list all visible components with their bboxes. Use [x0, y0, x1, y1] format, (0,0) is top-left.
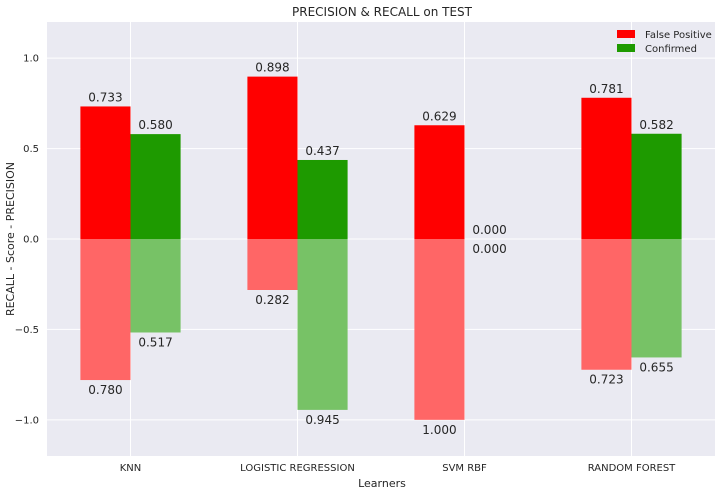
data-label-recall: 0.282: [255, 293, 289, 307]
y-tick-label: −1.0: [15, 415, 39, 426]
data-label-precision: 0.898: [255, 61, 289, 75]
data-label-recall: 0.945: [305, 413, 339, 427]
legend-swatch: [617, 44, 635, 52]
data-label-precision: 0.733: [88, 90, 122, 104]
x-tick-label: LOGISTIC REGRESSION: [240, 463, 355, 474]
legend-swatch: [617, 30, 635, 38]
data-labels: 0.733 0.780 0.898 0.282 0.629 1.000 0.781 0.723…: [88, 61, 673, 437]
y-tick-label: 0.0: [23, 235, 39, 246]
bar-recall: [297, 239, 348, 410]
bar-recall: [581, 239, 632, 370]
data-label-recall: 1.000: [422, 423, 456, 437]
x-axis-ticks: KNN LOGISTIC REGRESSION SVM RBF RANDOM FORE…: [120, 463, 676, 474]
bar-recall: [130, 239, 181, 333]
y-tick-label: 0.5: [23, 144, 39, 155]
data-label-recall: 0.517: [138, 335, 172, 349]
x-axis-label: Learners: [358, 477, 406, 490]
legend-entry: False Positive: [645, 30, 712, 41]
data-label-precision: 0.580: [138, 118, 172, 132]
legend: False Positive Confirmed: [617, 30, 712, 55]
x-tick-label: KNN: [120, 463, 142, 474]
bars: [80, 76, 682, 420]
legend-entry: Confirmed: [645, 44, 697, 55]
bar-precision: [80, 106, 131, 240]
data-label-precision: 0.781: [589, 82, 623, 96]
bar-precision: [631, 133, 682, 239]
y-axis-ticks: −1.0 −0.5 0.0 0.5 1.0: [15, 54, 39, 427]
x-tick-label: SVM RBF: [442, 463, 487, 474]
data-label-recall: 0.655: [639, 360, 673, 374]
bar-precision: [297, 159, 348, 239]
x-tick-label: RANDOM FOREST: [588, 463, 676, 474]
bar-precision: [247, 76, 298, 239]
data-label-precision: 0.437: [305, 144, 339, 158]
y-tick-label: 1.0: [23, 54, 39, 65]
data-label-precision: 0.629: [422, 109, 456, 123]
bar-recall: [414, 239, 465, 420]
bar-precision: [414, 125, 465, 239]
bar-precision: [130, 134, 181, 239]
data-label-recall: 0.780: [88, 383, 122, 397]
y-axis-label: RECALL - Score - PRECISION: [4, 162, 17, 316]
data-label-recall: 0.723: [589, 373, 623, 387]
y-tick-label: −0.5: [15, 325, 39, 336]
chart-title: PRECISION & RECALL on TEST: [292, 5, 473, 19]
data-label-precision: 0.000: [472, 223, 506, 237]
data-label-precision: 0.582: [639, 118, 673, 132]
bar-recall: [247, 239, 298, 290]
data-label-recall: 0.000: [472, 242, 506, 256]
bar-recall: [631, 239, 682, 358]
bar-precision: [581, 97, 632, 239]
bar-recall: [80, 239, 131, 381]
